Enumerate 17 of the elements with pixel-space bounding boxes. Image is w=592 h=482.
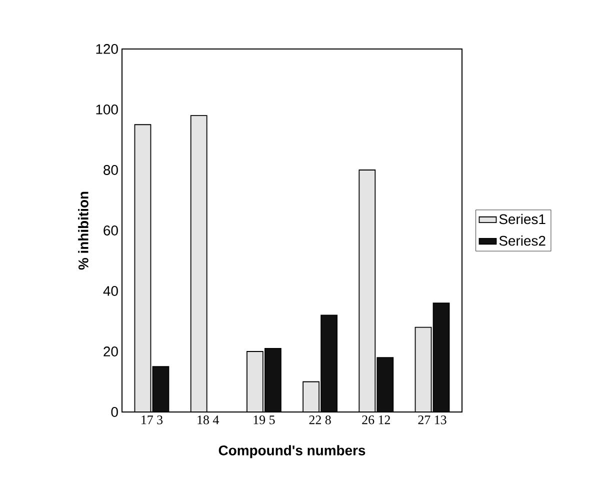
y-tick-label: 100 (96, 104, 118, 114)
y-tick-label: 80 (104, 165, 118, 175)
x-tick-label: 27 13 (418, 416, 446, 424)
x-tick-label: 26 12 (362, 416, 390, 424)
x-tick-label: 19 5 (254, 416, 275, 424)
y-tick-label: 0 (111, 407, 118, 417)
x-tick-label: 22 8 (309, 416, 331, 424)
x-axis-title: Compound's numbers (218, 445, 366, 458)
legend-label: Series2 (499, 235, 546, 246)
y-tick-label: 60 (104, 226, 118, 236)
y-tick-label: 40 (103, 286, 118, 296)
y-tick-label: 120 (96, 44, 118, 54)
y-tick-label: 20 (104, 346, 118, 356)
x-tick-label: 17 3 (142, 416, 163, 424)
legend-label: Series1 (499, 214, 546, 224)
x-tick-label: 18 4 (198, 416, 219, 424)
y-axis-title: % inhibition (78, 192, 88, 270)
